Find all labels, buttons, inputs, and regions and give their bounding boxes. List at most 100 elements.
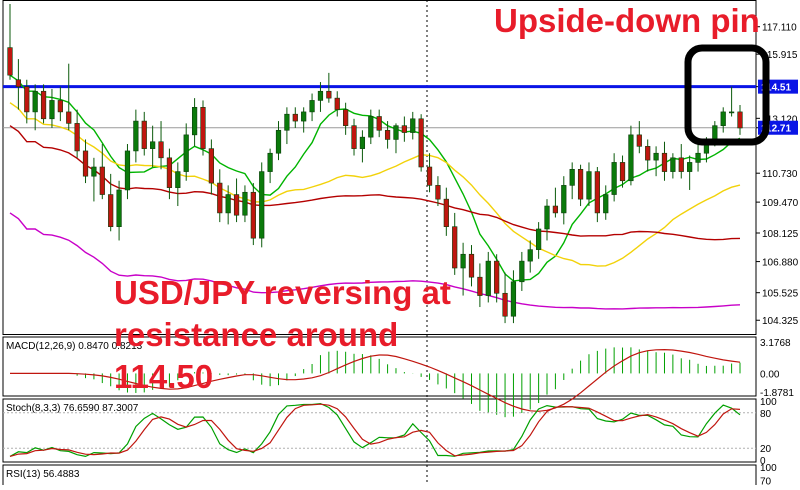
macd-tick-label: -1.8781 (760, 388, 794, 399)
candle (40, 84, 47, 124)
candle-body (191, 107, 198, 136)
candle-body (401, 125, 407, 133)
stoch-tick-label: 80 (760, 409, 772, 420)
stoch-d-line (9, 403, 741, 457)
ma-fast-line (9, 74, 741, 282)
price-tick-label: 104.325 (762, 316, 799, 327)
candle (477, 263, 483, 308)
candle (418, 114, 424, 172)
candle (166, 148, 173, 200)
candle (49, 88, 55, 128)
candle (720, 107, 726, 133)
candle-body (40, 90, 47, 120)
candle (678, 144, 684, 179)
candle-body (7, 47, 13, 76)
candle (233, 178, 240, 223)
candle-body (561, 185, 567, 214)
candle (133, 109, 139, 163)
candle-body (720, 111, 726, 126)
candle (359, 130, 366, 163)
candle (217, 169, 223, 223)
candle-body (611, 162, 617, 195)
candle (426, 153, 433, 193)
candle-body (343, 109, 349, 126)
candle-body (250, 191, 256, 239)
candle (729, 86, 735, 117)
rsi-tick-label: 100 (760, 463, 777, 474)
candle-body (678, 157, 684, 172)
candle-body (695, 152, 701, 163)
candle-body (57, 100, 63, 113)
candle (737, 105, 743, 135)
candle-body (99, 166, 105, 195)
candle (410, 111, 416, 140)
candle-body (267, 152, 273, 172)
candle-body (116, 189, 122, 227)
main-panel (2, 0, 757, 335)
candle-body (636, 134, 642, 147)
macd-panel (2, 336, 757, 397)
candle (334, 91, 340, 117)
candle (594, 167, 600, 223)
candle (108, 173, 114, 232)
candle (368, 109, 374, 145)
candle (250, 183, 256, 246)
candle (552, 187, 559, 218)
candle (24, 79, 30, 124)
candle-body (166, 157, 173, 188)
candle (460, 242, 466, 296)
candle (519, 251, 525, 291)
candle-body (275, 129, 282, 154)
candle (661, 141, 668, 181)
candle-body (418, 118, 424, 168)
ma-slow-line (9, 125, 741, 241)
candle-body (108, 194, 114, 227)
candle-body (334, 97, 340, 110)
candle (208, 139, 214, 195)
candle-body (586, 171, 592, 200)
candle-body (225, 194, 231, 214)
ma-medium-line (9, 102, 741, 267)
candle (485, 251, 491, 303)
candle-body (485, 260, 491, 296)
candle-body (519, 260, 525, 283)
candle (82, 139, 89, 184)
candle (275, 121, 282, 161)
candle (74, 109, 80, 158)
candle-body (208, 148, 214, 184)
stoch-tick-label: 20 (760, 444, 772, 455)
candle-body (569, 168, 575, 186)
pin-highlight-box (684, 44, 770, 146)
candle (452, 212, 458, 275)
candle-body (510, 281, 517, 317)
candle-body (687, 162, 693, 172)
candle (443, 187, 449, 236)
candle (351, 118, 357, 156)
candle (510, 270, 517, 324)
candle-body (661, 152, 668, 172)
candle (468, 245, 475, 287)
candle (292, 107, 298, 128)
candle (502, 272, 508, 324)
candle (158, 121, 164, 170)
stoch-tick-label: 0 (760, 456, 766, 467)
candle-body (393, 125, 399, 140)
candle-body (376, 116, 382, 131)
candle-body (494, 260, 500, 294)
candle (401, 116, 407, 142)
candle-body (292, 113, 298, 122)
candle-body (91, 166, 97, 177)
candle (636, 121, 642, 154)
candle-body (233, 194, 240, 216)
candle (435, 176, 441, 207)
rsi-tick-label: 70 (760, 477, 772, 486)
candle-body (527, 249, 533, 262)
candle-body (217, 182, 223, 214)
candle (619, 155, 626, 188)
candle-body (15, 79, 21, 87)
candle-body (32, 90, 38, 113)
resistance-badge-label: 114.51 (761, 83, 791, 94)
candle (7, 4, 13, 80)
candle-body (477, 276, 483, 296)
